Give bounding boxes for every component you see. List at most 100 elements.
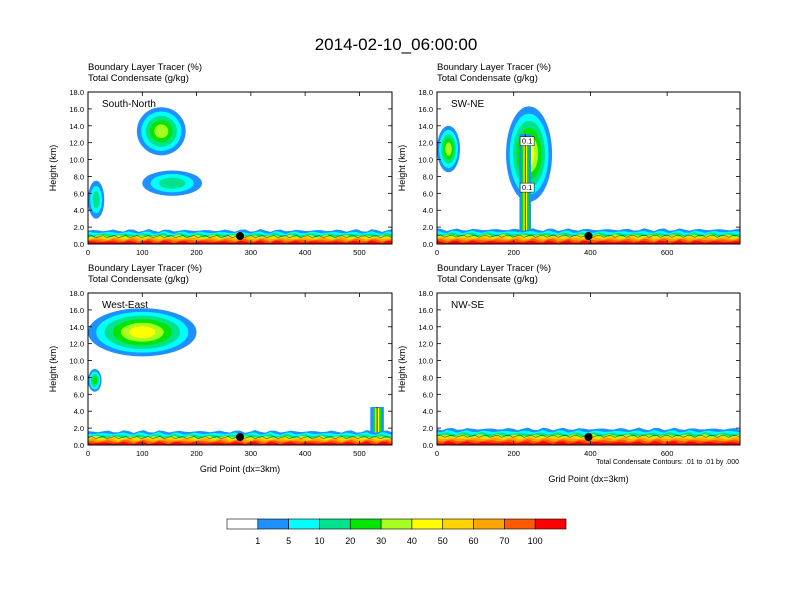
x-tick-label: 400 xyxy=(299,449,312,458)
panel-title-condensate: Total Condensate (g/kg) xyxy=(437,73,538,84)
plot-frame xyxy=(87,292,393,446)
panel-label: South-North xyxy=(102,99,156,110)
y-tick-label: 16.0 xyxy=(418,105,433,114)
y-tick-label: 10.0 xyxy=(69,156,84,165)
location-marker xyxy=(584,433,593,441)
x-tick-label: 0 xyxy=(435,449,439,458)
panel-title-tracer: Boundary Layer Tracer (%) xyxy=(88,263,202,274)
y-tick-label: 10.0 xyxy=(418,357,433,366)
x-tick-label: 300 xyxy=(245,449,258,458)
colorbar-swatch xyxy=(226,518,259,530)
y-tick-label: 0.0 xyxy=(423,240,433,249)
panel-west-east: Boundary Layer Tracer (%)Total Condensat… xyxy=(48,263,393,474)
contour-footnote: Total Condensate Contours: .01 to .01 by… xyxy=(596,459,739,466)
contour-label: 0.1 xyxy=(522,183,532,192)
x-tick-label: 0 xyxy=(435,248,439,257)
cloud-level-10 xyxy=(92,191,100,209)
y-tick-label: 0.0 xyxy=(74,240,84,249)
x-tick-label: 500 xyxy=(353,248,366,257)
y-tick-label: 14.0 xyxy=(69,323,84,332)
panel-title-condensate: Total Condensate (g/kg) xyxy=(88,73,189,84)
panel-title-tracer: Boundary Layer Tracer (%) xyxy=(437,62,551,73)
y-tick-label: 12.0 xyxy=(69,340,84,349)
colorbar-label: 70 xyxy=(499,536,509,546)
panel-title-tracer: Boundary Layer Tracer (%) xyxy=(437,263,551,274)
location-marker xyxy=(236,232,244,240)
y-tick-label: 8.0 xyxy=(423,172,433,181)
y-tick-label: 6.0 xyxy=(423,189,433,198)
y-tick-label: 14.0 xyxy=(418,323,433,332)
boundary-layer-band xyxy=(88,441,392,445)
x-tick-label: 200 xyxy=(507,248,520,257)
y-tick-label: 8.0 xyxy=(423,373,433,382)
plot-area xyxy=(88,92,392,244)
colorbar-label: 100 xyxy=(528,536,543,546)
colorbar-swatch xyxy=(380,518,413,530)
y-tick-label: 18.0 xyxy=(418,88,433,97)
colorbar-swatch xyxy=(411,518,444,530)
panel-label: SW-NE xyxy=(451,99,484,110)
x-tick-label: 600 xyxy=(661,449,674,458)
figure-title: 2014-02-10_06:00:00 xyxy=(315,35,478,54)
y-axis-label: Height (km) xyxy=(48,145,58,192)
boundary-layer-band xyxy=(437,440,740,445)
y-tick-label: 18.0 xyxy=(69,88,84,97)
x-tick-label: 600 xyxy=(661,248,674,257)
panel-label: West-East xyxy=(102,300,148,311)
cloud-level-30 xyxy=(445,142,452,156)
panels: Boundary Layer Tracer (%)Total Condensat… xyxy=(48,62,741,484)
panel-nw-se: Boundary Layer Tracer (%)Total Condensat… xyxy=(397,263,741,484)
panel-title-condensate: Total Condensate (g/kg) xyxy=(88,274,189,285)
colorbar-swatch xyxy=(473,518,505,530)
plot-frame xyxy=(436,91,741,245)
colorbar-label: 10 xyxy=(314,536,324,546)
contour-label: 0.1 xyxy=(522,137,532,146)
x-tick-label: 0 xyxy=(86,449,90,458)
x-tick-label: 400 xyxy=(584,449,597,458)
y-tick-label: 2.0 xyxy=(74,424,84,433)
x-tick-label: 200 xyxy=(507,449,520,458)
x-tick-label: 100 xyxy=(136,248,149,257)
x-tick-label: 400 xyxy=(584,248,597,257)
y-tick-label: 12.0 xyxy=(418,340,433,349)
location-marker xyxy=(584,232,593,240)
x-tick-label: 300 xyxy=(245,248,258,257)
y-tick-label: 10.0 xyxy=(69,357,84,366)
colorbar-swatch xyxy=(257,518,289,530)
location-marker xyxy=(236,433,244,441)
plot-area xyxy=(437,293,740,445)
panel-title-condensate: Total Condensate (g/kg) xyxy=(437,274,538,285)
y-tick-label: 8.0 xyxy=(74,172,84,181)
y-tick-label: 10.0 xyxy=(418,156,433,165)
x-axis-label: Grid Point (dx=3km) xyxy=(548,474,628,484)
x-axis-label: Grid Point (dx=3km) xyxy=(200,464,280,474)
y-tick-label: 4.0 xyxy=(423,206,433,215)
cloud-level-30 xyxy=(154,124,169,139)
panel-label: NW-SE xyxy=(451,300,484,311)
colorbar-label: 20 xyxy=(345,536,355,546)
contour-label-box xyxy=(519,136,535,146)
y-tick-label: 16.0 xyxy=(418,306,433,315)
y-tick-label: 18.0 xyxy=(69,289,84,298)
y-tick-label: 12.0 xyxy=(418,139,433,148)
panel-sw-ne: Boundary Layer Tracer (%)Total Condensat… xyxy=(397,62,741,257)
y-tick-label: 0.0 xyxy=(423,441,433,450)
plot-frame xyxy=(87,91,393,245)
colorbar-swatch xyxy=(349,518,382,530)
y-tick-label: 6.0 xyxy=(74,189,84,198)
panel-south-north: Boundary Layer Tracer (%)Total Condensat… xyxy=(48,62,393,257)
x-tick-label: 100 xyxy=(136,449,149,458)
plot-frame xyxy=(436,292,741,446)
colorbar-label: 50 xyxy=(438,536,448,546)
colorbar-label: 40 xyxy=(407,536,417,546)
colorbar-swatch xyxy=(442,518,474,530)
y-tick-label: 16.0 xyxy=(69,105,84,114)
x-tick-label: 400 xyxy=(299,248,312,257)
cloud-level-40 xyxy=(129,326,156,339)
y-axis-label: Height (km) xyxy=(397,346,407,393)
y-tick-label: 0.0 xyxy=(74,441,84,450)
y-tick-label: 14.0 xyxy=(69,122,84,131)
colorbar-swatch xyxy=(319,518,351,530)
y-tick-label: 4.0 xyxy=(74,206,84,215)
